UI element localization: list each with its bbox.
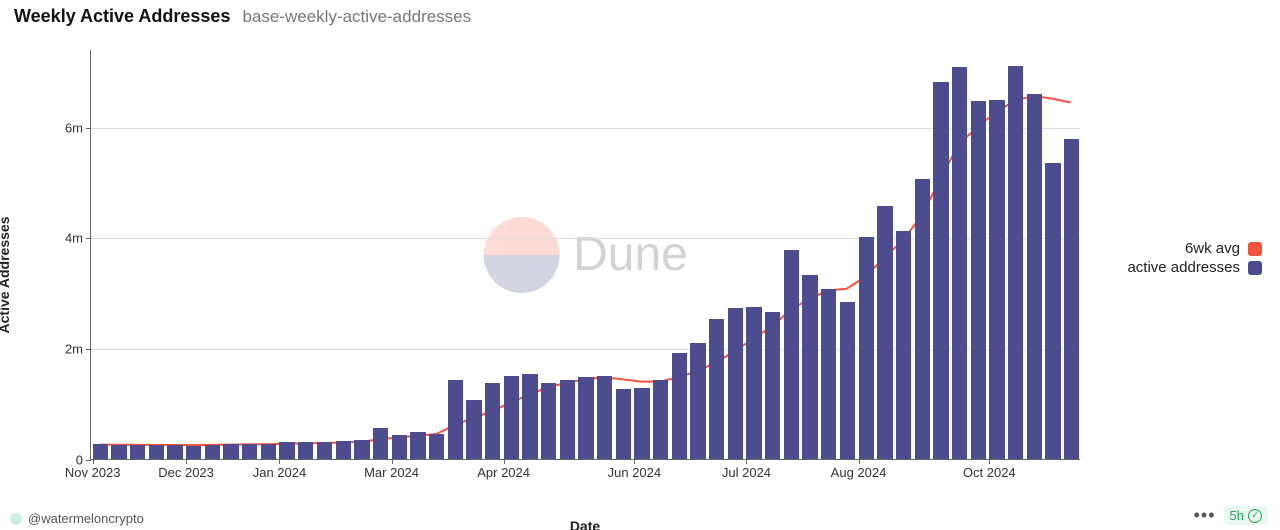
bar[interactable] <box>504 376 519 459</box>
bar[interactable] <box>728 308 743 459</box>
header: Weekly Active Addresses base-weekly-acti… <box>14 6 471 27</box>
bar[interactable] <box>578 377 593 459</box>
bar[interactable] <box>111 445 126 459</box>
bar[interactable] <box>429 434 444 459</box>
bar[interactable] <box>373 428 388 459</box>
legend-swatch <box>1248 242 1262 256</box>
bar[interactable] <box>448 380 463 459</box>
bar[interactable] <box>186 446 201 459</box>
xtick-label: Jan 2024 <box>253 459 307 480</box>
xtick-label: Apr 2024 <box>477 459 530 480</box>
bar[interactable] <box>242 444 257 459</box>
bar[interactable] <box>746 307 761 459</box>
dune-logo-icon <box>483 217 559 293</box>
bar[interactable] <box>989 100 1004 459</box>
bar[interactable] <box>336 441 351 459</box>
chart-container: Weekly Active Addresses base-weekly-acti… <box>0 0 1280 530</box>
bar[interactable] <box>709 319 724 459</box>
bar[interactable] <box>616 389 631 459</box>
checkmark-icon: ✓ <box>1248 509 1262 523</box>
legend: 6wk avg active addresses <box>1127 238 1262 278</box>
watermark-text: Dune <box>573 227 688 282</box>
chart-area: Active Addresses Dune 02m4m6mNov 2023Dec… <box>0 40 1100 510</box>
xtick-label: Nov 2023 <box>65 459 121 480</box>
ytick-label: 2m <box>65 342 91 357</box>
gridline <box>91 349 1080 350</box>
watermark: Dune <box>483 217 688 293</box>
bar[interactable] <box>279 442 294 459</box>
bar[interactable] <box>205 445 220 459</box>
bar[interactable] <box>541 383 556 459</box>
bar[interactable] <box>821 289 836 459</box>
bar[interactable] <box>1064 139 1079 459</box>
bar[interactable] <box>840 302 855 459</box>
author-handle[interactable]: @watermeloncrypto <box>28 511 144 526</box>
bar[interactable] <box>784 250 799 459</box>
chart-subtitle: base-weekly-active-addresses <box>242 7 471 27</box>
xtick-label: Aug 2024 <box>831 459 887 480</box>
bar[interactable] <box>859 237 874 459</box>
bar[interactable] <box>223 444 238 460</box>
plot-area: Dune 02m4m6mNov 2023Dec 2023Jan 2024Mar … <box>90 50 1080 460</box>
ytick-label: 6m <box>65 120 91 135</box>
gridline <box>91 238 1080 239</box>
xtick-label: Dec 2023 <box>158 459 214 480</box>
bar[interactable] <box>933 82 948 459</box>
bar[interactable] <box>560 380 575 459</box>
bar[interactable] <box>410 432 425 459</box>
bar[interactable] <box>765 312 780 459</box>
bar[interactable] <box>971 101 986 459</box>
xtick-label: Jun 2024 <box>608 459 662 480</box>
bar[interactable] <box>672 353 687 459</box>
bar[interactable] <box>354 440 369 459</box>
bar[interactable] <box>522 374 537 459</box>
footer-right: ••• 5h ✓ <box>1194 505 1268 526</box>
bar[interactable] <box>466 400 481 459</box>
bar[interactable] <box>653 380 668 459</box>
legend-label: active addresses <box>1127 259 1240 276</box>
bar[interactable] <box>952 67 967 459</box>
bar[interactable] <box>298 442 313 459</box>
legend-item[interactable]: active addresses <box>1127 259 1262 276</box>
bar[interactable] <box>1045 163 1060 459</box>
xtick-label: Jul 2024 <box>722 459 771 480</box>
bar[interactable] <box>392 435 407 459</box>
bar[interactable] <box>597 376 612 459</box>
bar[interactable] <box>167 445 182 459</box>
xtick-label: Mar 2024 <box>364 459 419 480</box>
bar[interactable] <box>1027 94 1042 459</box>
bar[interactable] <box>896 231 911 459</box>
ytick-label: 4m <box>65 231 91 246</box>
bar[interactable] <box>1008 66 1023 459</box>
bar[interactable] <box>261 444 276 459</box>
bar[interactable] <box>877 206 892 459</box>
legend-item[interactable]: 6wk avg <box>1127 240 1262 257</box>
xtick-label: Oct 2024 <box>963 459 1016 480</box>
legend-swatch <box>1248 261 1262 275</box>
bar[interactable] <box>317 442 332 459</box>
y-axis-label: Active Addresses <box>0 217 12 334</box>
bar[interactable] <box>149 445 164 459</box>
bar[interactable] <box>93 444 108 459</box>
bar[interactable] <box>485 383 500 459</box>
more-menu-icon[interactable]: ••• <box>1194 505 1216 526</box>
bar[interactable] <box>690 343 705 459</box>
bar[interactable] <box>130 445 145 459</box>
chart-title: Weekly Active Addresses <box>14 6 230 27</box>
bar[interactable] <box>802 275 817 459</box>
freshness-badge[interactable]: 5h ✓ <box>1224 506 1268 525</box>
gridline <box>91 128 1080 129</box>
legend-label: 6wk avg <box>1185 240 1240 257</box>
x-axis-label: Date <box>570 518 600 530</box>
bar[interactable] <box>634 388 649 459</box>
bar[interactable] <box>915 179 930 459</box>
footer-left: @watermeloncrypto <box>10 511 144 526</box>
author-avatar-icon <box>10 513 22 525</box>
freshness-text: 5h <box>1230 508 1244 523</box>
